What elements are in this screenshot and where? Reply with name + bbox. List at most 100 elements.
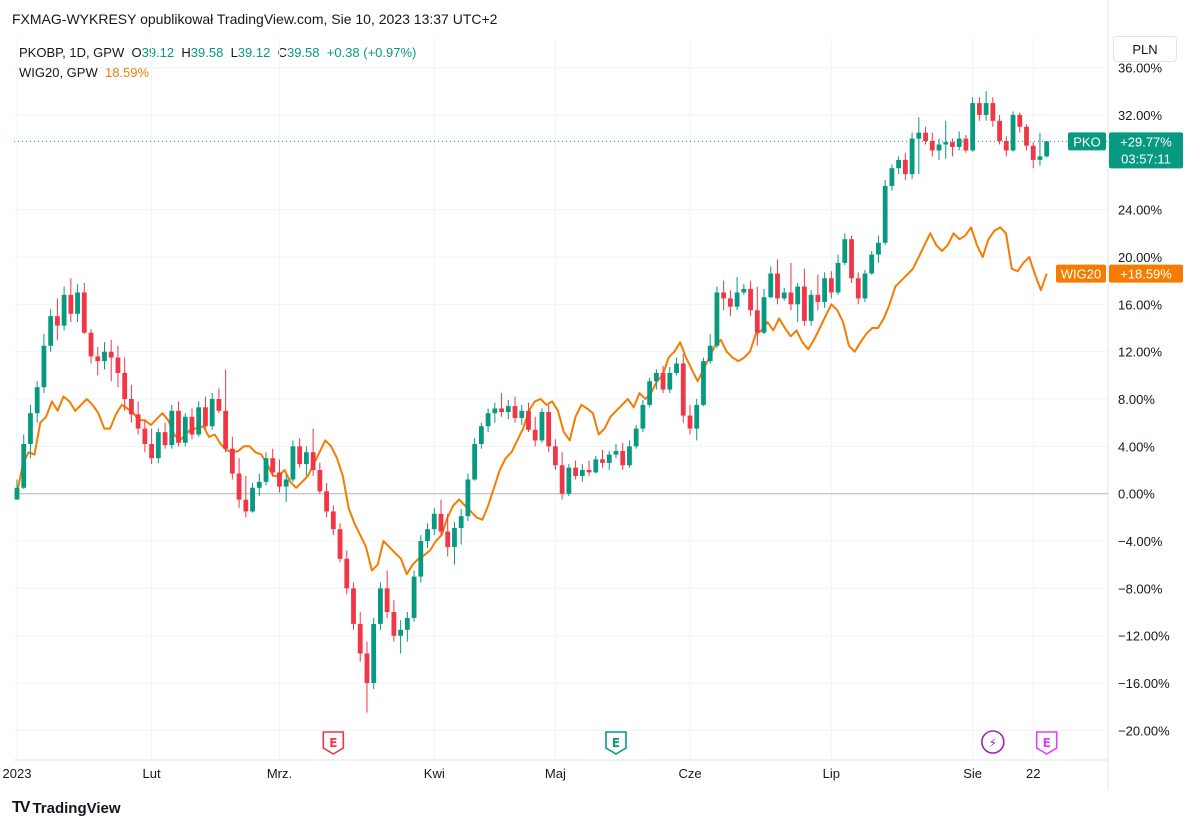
candle-body (169, 410, 175, 446)
candle (505, 400, 511, 420)
candle-body (122, 372, 128, 399)
candle-body (761, 297, 767, 333)
candle-body (492, 408, 498, 414)
candle-body (606, 454, 612, 463)
candle-body (176, 410, 181, 443)
candle-body (613, 451, 619, 455)
candle (88, 329, 94, 364)
split-event-icon[interactable]: ⚡ (981, 730, 1005, 754)
candle-body (828, 278, 834, 293)
candle-body (775, 273, 780, 299)
legend-low-value: 39.12 (237, 45, 271, 60)
candle (593, 455, 599, 474)
candle-body (546, 412, 552, 447)
x-tick-label: Cze (678, 766, 701, 781)
candle-body (472, 443, 478, 480)
candle-body (283, 479, 289, 487)
candle-body (633, 428, 639, 447)
candle (882, 180, 888, 246)
candle (842, 233, 848, 266)
earnings-event-icon[interactable]: E (605, 731, 627, 755)
candle (14, 479, 20, 500)
candle (976, 97, 982, 121)
candle-body (600, 459, 605, 463)
legend-main-row: PKOBP, 1D, GPW O39.12 H39.58 L39.12 C39.… (19, 43, 416, 63)
legend-compare-symbol[interactable]: WIG20, GPW (19, 65, 98, 80)
candle (142, 420, 148, 453)
candle (559, 452, 565, 500)
candle-body (687, 415, 693, 429)
candle (81, 283, 87, 334)
y-tick-label: −20.00% (1118, 723, 1170, 738)
earnings-event-icon[interactable]: E (322, 731, 345, 755)
candle (176, 401, 181, 447)
candle (54, 298, 60, 340)
candle-body (835, 262, 841, 293)
candle (209, 393, 215, 430)
candle (431, 507, 437, 536)
candle-body (882, 185, 888, 243)
candle (721, 280, 727, 311)
wig20-symbol-tag (1056, 264, 1106, 283)
candle-body (310, 452, 316, 471)
currency-button[interactable]: PLN (1113, 36, 1177, 62)
event-marker-label: E (1043, 736, 1051, 750)
candle-body (196, 407, 202, 435)
candle (701, 357, 706, 407)
candle-body (404, 617, 410, 630)
candle-body (209, 399, 215, 427)
candle (687, 404, 693, 435)
candle (539, 408, 545, 443)
candle (108, 339, 114, 382)
candle (196, 401, 202, 437)
candle-body (344, 558, 350, 589)
candle (68, 278, 74, 323)
candle (452, 522, 457, 565)
candle-body (822, 278, 827, 302)
candle (923, 126, 928, 145)
x-tick-label: Kwi (424, 766, 445, 781)
price-chart[interactable]: 36.00% 32.00% 24.00% 20.00% 16.00% 12.00% 8.00… (0, 0, 1200, 790)
tradingview-brand[interactable]: TV TradingView (12, 799, 121, 817)
candle-body (330, 511, 336, 530)
legend-main-symbol[interactable]: PKOBP, 1D, GPW (19, 45, 125, 60)
candle-body (1024, 126, 1029, 146)
candle (499, 393, 504, 417)
candle (640, 400, 646, 433)
candle-body (189, 416, 195, 435)
candle (1037, 132, 1043, 166)
legend-close-value: 39.58 (286, 45, 320, 60)
candle (963, 135, 969, 153)
candle-body (647, 381, 653, 405)
x-tick-label: 2023 (3, 766, 32, 781)
candle (28, 404, 33, 459)
candle (606, 451, 612, 471)
wig20-price-tag (1109, 264, 1183, 283)
candle (351, 582, 356, 630)
candle-body (48, 316, 54, 346)
candle-body (357, 623, 363, 654)
candle (896, 156, 902, 175)
earnings-event-icon[interactable]: E (1035, 731, 1058, 755)
pko-countdown-label: 03:57:11 (1121, 151, 1171, 166)
candle-body (1017, 114, 1023, 127)
candle-body (277, 472, 282, 487)
candle-body (317, 470, 323, 492)
candle (566, 464, 572, 497)
candle-body (263, 458, 269, 482)
candle-body (81, 292, 87, 333)
candle-body (485, 413, 491, 427)
candle-body (768, 273, 774, 298)
candle (781, 287, 787, 301)
candle-body (667, 372, 673, 390)
candle (526, 402, 531, 433)
candle (1024, 124, 1029, 151)
event-marker-label: ⚡ (989, 736, 997, 750)
candle (270, 448, 276, 476)
candle-body (721, 292, 727, 299)
candle-body (748, 288, 753, 311)
candle (102, 342, 107, 370)
candle-body (627, 446, 632, 466)
candle-body (559, 465, 565, 494)
event-marker-label: E (612, 736, 620, 750)
